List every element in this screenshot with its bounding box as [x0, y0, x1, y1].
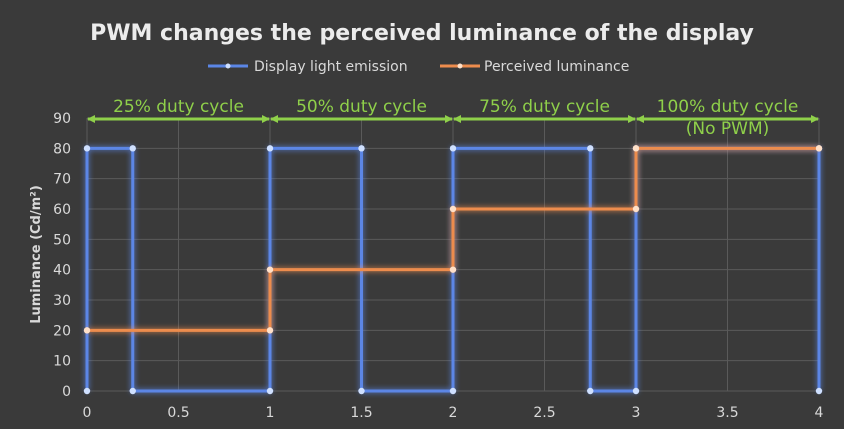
data-point	[815, 145, 823, 152]
y-tick-label: 70	[53, 172, 71, 188]
data-point	[358, 145, 365, 152]
legend-marker-perceived	[457, 63, 463, 69]
data-point	[632, 145, 640, 152]
data-point	[129, 387, 136, 395]
y-tick-label: 30	[53, 293, 71, 309]
y-tick-label: 20	[53, 323, 71, 339]
data-point	[449, 205, 457, 213]
y-tick-label: 0	[62, 384, 71, 400]
data-point	[632, 205, 640, 213]
data-point	[83, 387, 91, 395]
x-tick-label: 1.5	[350, 405, 372, 421]
y-tick-label: 10	[53, 354, 71, 370]
data-point	[83, 145, 91, 152]
annotation-label: 50% duty cycle	[296, 97, 427, 117]
legend-label-perceived: Perceived luminance	[484, 59, 629, 75]
legend-item-emission[interactable]: Display light emission	[208, 59, 408, 75]
data-point	[358, 387, 365, 395]
series-line	[87, 146, 819, 332]
y-tick-label: 50	[53, 232, 71, 248]
annotation-label: (No PWM)	[686, 119, 770, 139]
series-line	[85, 146, 821, 393]
data-point	[587, 145, 594, 152]
data-point	[266, 145, 274, 152]
y-tick-label: 90	[53, 111, 71, 127]
x-tick-label: 0.5	[167, 405, 189, 421]
axis-ticks: 0 10 20 30 40 50 60 70 80 90 0 0.5 1 1.5 2 2.5 3 3.5 4	[53, 111, 823, 421]
series-0	[83, 145, 823, 395]
x-tick-label: 1	[266, 405, 275, 421]
annotation-label: 100% duty cycle	[657, 97, 799, 117]
data-point	[266, 327, 274, 334]
annotation-label: 25% duty cycle	[113, 97, 244, 117]
data-point	[129, 145, 136, 152]
data-point	[83, 327, 91, 334]
legend-item-perceived[interactable]: Perceived luminance	[440, 59, 629, 75]
x-tick-label: 3.5	[716, 405, 738, 421]
data-point	[266, 266, 274, 273]
chart-title: PWM changes the perceived luminance of t…	[90, 21, 754, 46]
series-1	[83, 145, 823, 334]
data-point	[815, 387, 823, 395]
y-tick-label: 80	[53, 141, 71, 157]
legend-marker-emission	[225, 63, 231, 69]
x-tick-label: 3	[632, 405, 641, 421]
data-point	[587, 387, 594, 395]
legend-label-emission: Display light emission	[254, 59, 408, 75]
data-point	[449, 387, 457, 395]
data-point	[449, 266, 457, 273]
y-axis-title: Luminance (Cd/m²)	[29, 185, 44, 324]
x-tick-label: 2	[449, 405, 458, 421]
data-point	[632, 387, 640, 395]
duty-cycle-annotations: 25% duty cycle 50% duty cycle 75% duty cyc…	[87, 97, 819, 139]
x-tick-label: 4	[815, 405, 824, 421]
annotation-label: 75% duty cycle	[479, 97, 610, 117]
series	[83, 145, 823, 395]
x-tick-label: 0	[83, 405, 92, 421]
x-tick-label: 2.5	[533, 405, 555, 421]
y-tick-label: 60	[53, 202, 71, 218]
data-point	[266, 387, 274, 395]
data-point	[449, 145, 457, 152]
y-tick-label: 40	[53, 263, 71, 279]
legend: Display light emission Perceived luminan…	[208, 59, 629, 75]
